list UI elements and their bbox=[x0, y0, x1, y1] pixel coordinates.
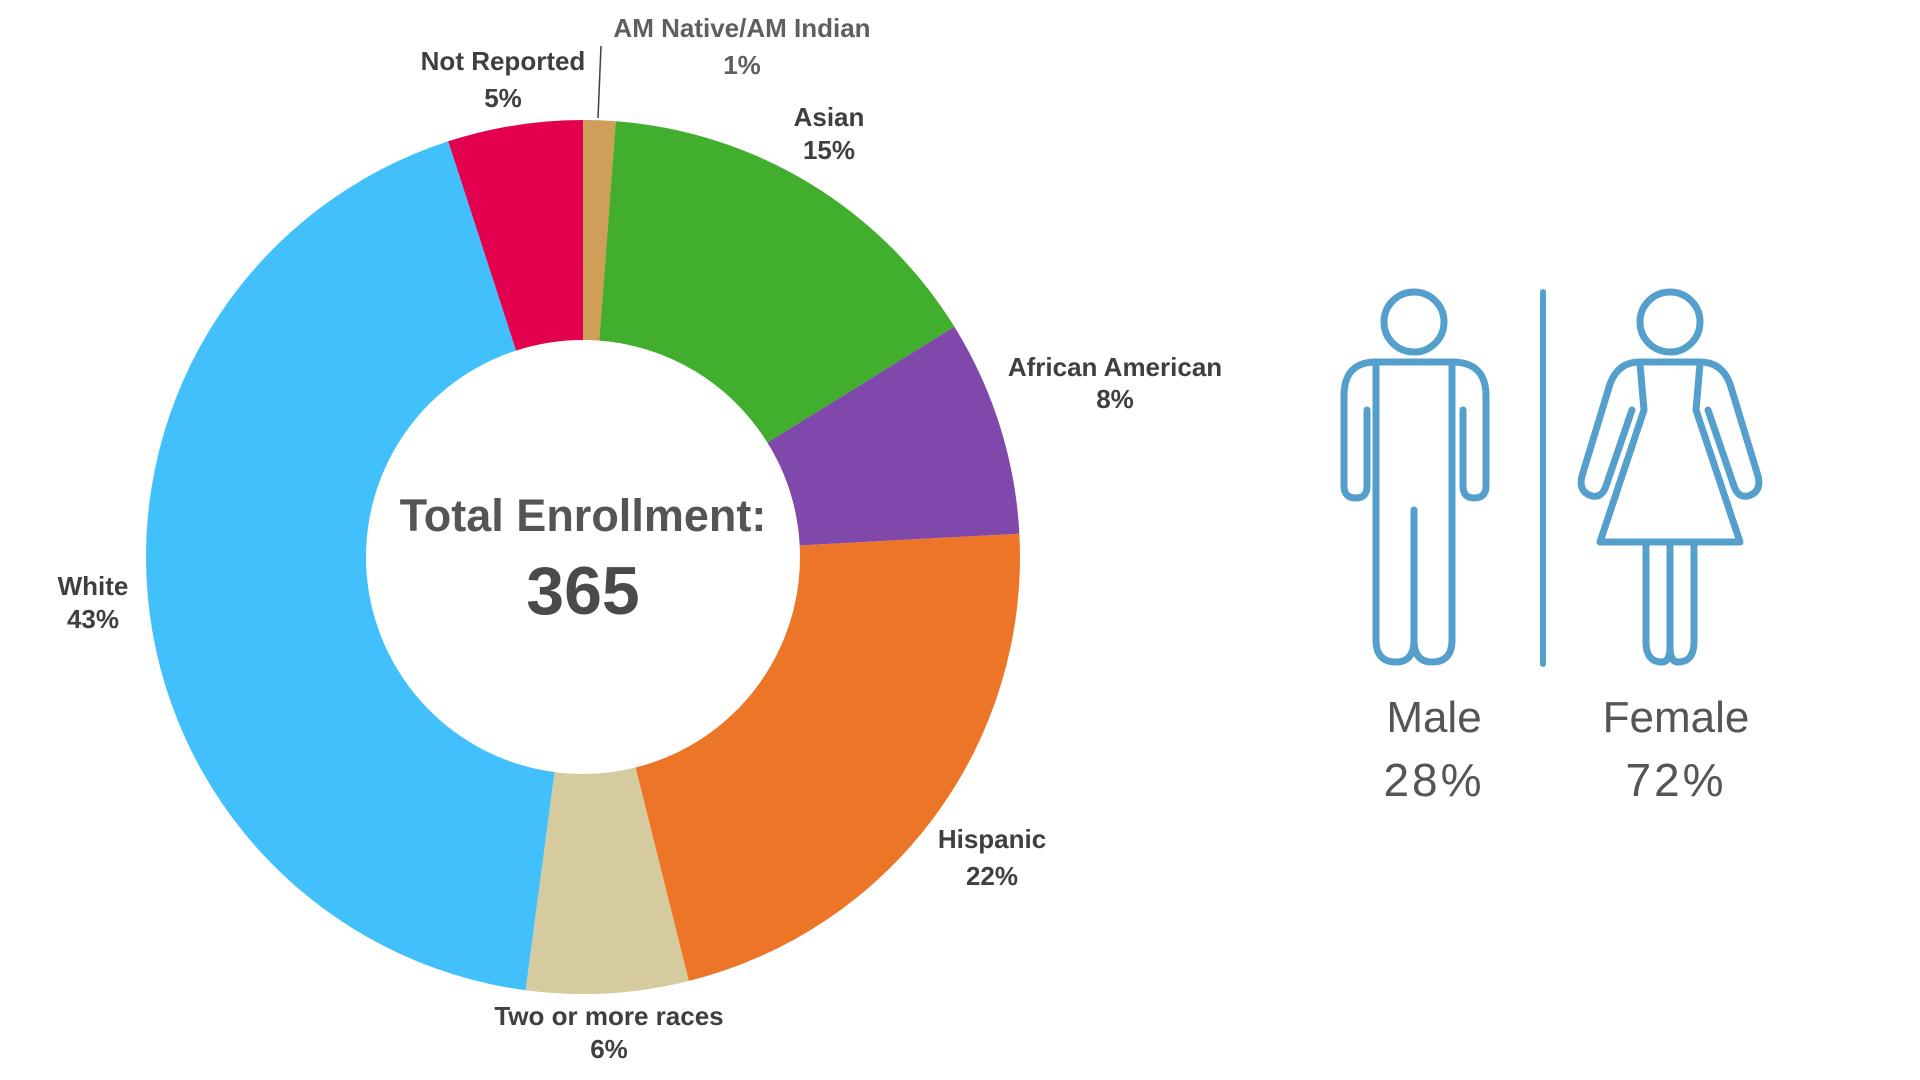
slice-pct-white: 43% bbox=[67, 604, 119, 634]
slice-pct-african-american: 8% bbox=[1096, 384, 1134, 414]
slice-pct-not-reported: 5% bbox=[484, 83, 522, 113]
slice-pct-asian: 15% bbox=[803, 135, 855, 165]
donut-slice-hispanic bbox=[635, 533, 1020, 981]
donut-slice-asian bbox=[599, 121, 955, 443]
female-figure-icon bbox=[1577, 288, 1763, 666]
slice-pct-two-or-more: 6% bbox=[590, 1034, 628, 1064]
slice-label-not-reported: Not Reported bbox=[421, 46, 586, 76]
center-title: Total Enrollment: bbox=[400, 490, 767, 541]
donut-slice-white bbox=[146, 141, 555, 991]
donut-slice-two-or-more-races bbox=[525, 767, 689, 994]
slice-pct-am-native: 1% bbox=[723, 50, 761, 80]
male-pct: 28% bbox=[1383, 754, 1484, 806]
slice-label-asian: Asian bbox=[794, 102, 865, 132]
slice-label-two-or-more: Two or more races bbox=[494, 1001, 723, 1031]
male-label: Male bbox=[1386, 693, 1481, 742]
donut-chart bbox=[146, 120, 1020, 994]
female-pct: 72% bbox=[1625, 754, 1726, 806]
am-native-leader-line bbox=[597, 45, 602, 119]
center-value: 365 bbox=[526, 553, 639, 629]
slice-label-african-american: African American bbox=[1008, 352, 1222, 382]
donut-slice-am-native-am-indian bbox=[583, 120, 616, 341]
slice-labels: AM Native/AM Indian 1% Asian 15% African… bbox=[58, 13, 1223, 1064]
slice-label-hispanic: Hispanic bbox=[938, 824, 1046, 854]
female-label: Female bbox=[1603, 693, 1750, 742]
slice-label-am-native: AM Native/AM Indian bbox=[613, 13, 870, 43]
slice-label-white: White bbox=[58, 571, 129, 601]
donut-slice-african-american bbox=[767, 326, 1020, 546]
donut-slice-not-reported bbox=[448, 120, 583, 351]
gender-pictograph: Male 28% Female 72% bbox=[1340, 288, 1763, 806]
slice-pct-hispanic: 22% bbox=[966, 861, 1018, 891]
male-figure-icon bbox=[1340, 288, 1490, 666]
